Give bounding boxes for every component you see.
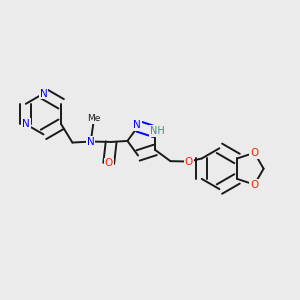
- Text: N: N: [40, 88, 47, 99]
- Text: N: N: [87, 136, 94, 146]
- Text: O: O: [250, 180, 259, 190]
- Text: O: O: [250, 148, 259, 158]
- Text: O: O: [105, 158, 113, 168]
- Text: N: N: [133, 120, 141, 130]
- Text: N: N: [22, 119, 30, 129]
- Text: Me: Me: [87, 114, 101, 123]
- Text: NH: NH: [150, 126, 164, 136]
- Text: O: O: [185, 157, 193, 166]
